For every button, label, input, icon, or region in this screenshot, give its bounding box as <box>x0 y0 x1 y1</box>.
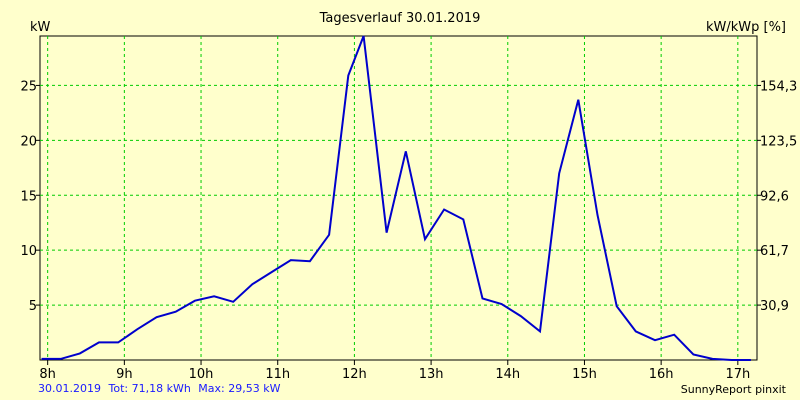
plot-area <box>39 35 758 361</box>
y-tick-label-left: 5 <box>29 299 37 314</box>
x-tick-label: 10h <box>189 367 214 382</box>
y2-tick-label-right: 61,7 <box>760 244 789 259</box>
series-layer <box>41 35 751 361</box>
footer-credit: SunnyReport pinxit <box>680 383 786 396</box>
footer-date: 30.01.2019 <box>38 382 101 395</box>
x-tick-label: 11h <box>265 367 290 382</box>
footer-max: Max: 29,53 kW <box>198 382 281 395</box>
x-tick-label: 17h <box>725 367 750 382</box>
y-tick-label-left: 15 <box>20 189 37 204</box>
chart-title: Tagesverlauf 30.01.2019 <box>319 11 481 26</box>
y2-tick-label-right: 92,6 <box>760 189 789 204</box>
y-tick-label-left: 20 <box>20 134 37 149</box>
grid-lines <box>40 36 757 360</box>
x-tick-label: 14h <box>495 367 520 382</box>
axis-ticks: 8h 9h 10h 11h 12h 13h 14h 15h 16h 17h 5 30,9 10 61,7 1… <box>20 79 797 382</box>
y2-tick-label-right: 154,3 <box>760 79 797 94</box>
y-tick-label-left: 25 <box>20 79 37 94</box>
y2-tick-label-right: 30,9 <box>760 299 789 314</box>
y-axis-label-left: kW <box>30 20 51 35</box>
x-tick-label: 9h <box>116 367 133 382</box>
series-line-leistung <box>41 35 751 361</box>
x-tick-label: 13h <box>419 367 444 382</box>
x-tick-label: 8h <box>39 367 56 382</box>
y-tick-label-left: 10 <box>20 244 37 259</box>
y2-tick-label-right: 123,5 <box>760 134 797 149</box>
footer-total: Tot: 71,18 kWh <box>108 382 191 395</box>
x-tick-label: 16h <box>649 367 674 382</box>
x-tick-label: 15h <box>572 367 597 382</box>
y-axis-label-right: kW/kWp [%] <box>705 20 786 35</box>
x-tick-label: 12h <box>342 367 367 382</box>
footer-summary: 30.01.2019 Tot: 71,18 kWh Max: 29,53 kW <box>38 382 284 395</box>
